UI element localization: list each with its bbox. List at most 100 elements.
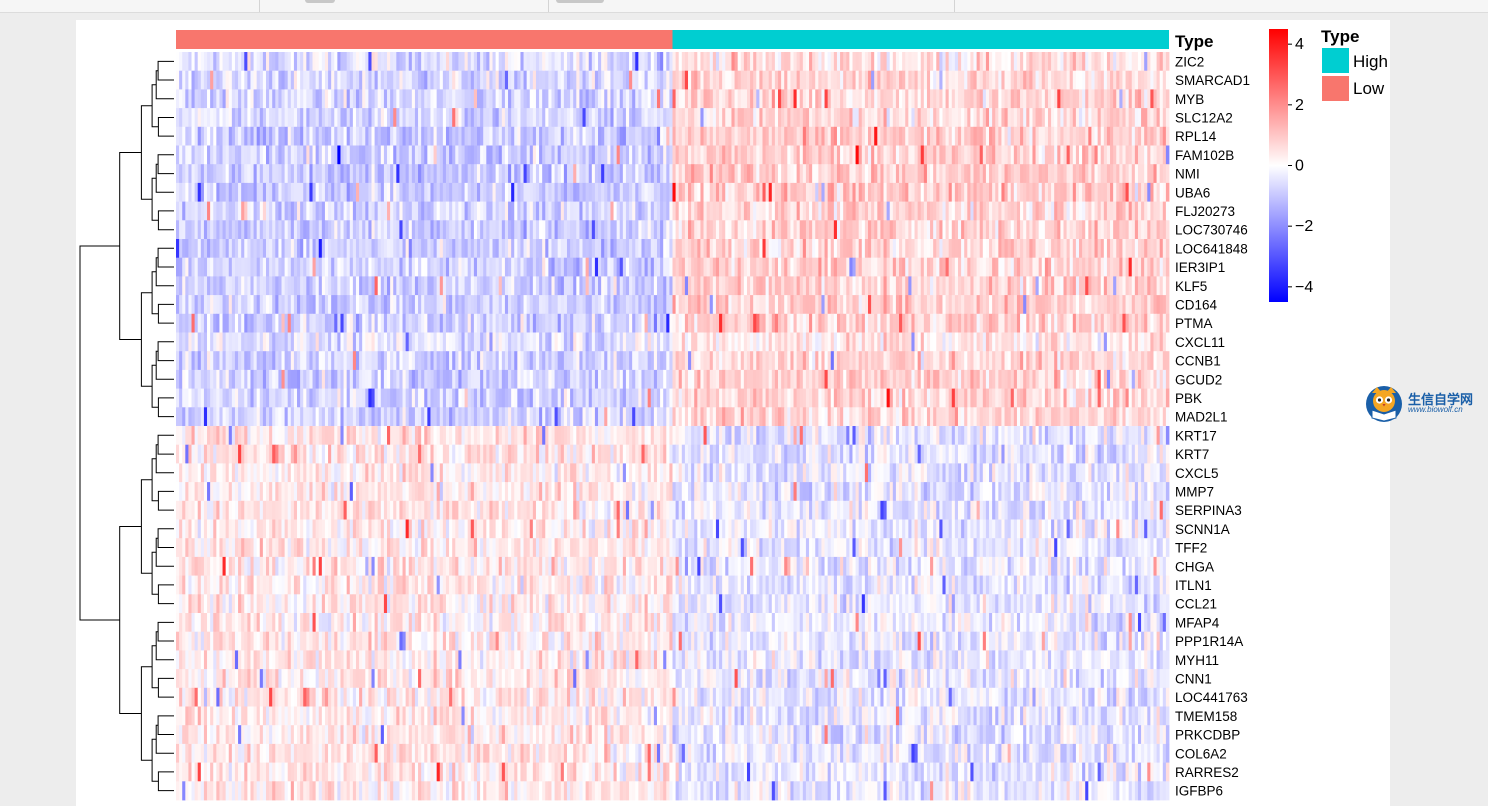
- heatmap-cell: [1038, 220, 1043, 240]
- heatmap-cell: [1094, 182, 1099, 202]
- heatmap-cell: [899, 89, 903, 109]
- heatmap-cell: [346, 313, 351, 333]
- heatmap-cell: [402, 332, 407, 352]
- heatmap-cell: [908, 164, 912, 184]
- heatmap-cell: [1125, 145, 1130, 165]
- heatmap-cell: [1091, 108, 1095, 128]
- heatmap-cell: [598, 145, 602, 165]
- heatmap-cell: [613, 220, 618, 240]
- heatmap-cell: [1041, 220, 1046, 240]
- heatmap-cell: [1075, 295, 1080, 315]
- heatmap-cell: [383, 52, 388, 72]
- heatmap-cell: [778, 89, 782, 109]
- heatmap-cell: [610, 164, 614, 184]
- heatmap-cell: [408, 332, 413, 352]
- heatmap-cell: [477, 295, 481, 315]
- heatmap-cell: [324, 164, 329, 184]
- heatmap-cell: [1013, 201, 1018, 221]
- heatmap-cell: [719, 145, 723, 165]
- heatmap-cell: [1156, 276, 1161, 296]
- heatmap-cell: [523, 239, 528, 259]
- heatmap-cell: [501, 70, 506, 90]
- heatmap-cell: [663, 220, 667, 240]
- heatmap-cell: [312, 164, 317, 184]
- heatmap-cell: [970, 276, 974, 296]
- heatmap-cell: [880, 164, 884, 184]
- heatmap-cell: [489, 332, 493, 352]
- heatmap-cell: [228, 145, 233, 165]
- heatmap-cell: [781, 220, 785, 240]
- heatmap-cell: [743, 276, 748, 296]
- heatmap-cell: [424, 257, 428, 277]
- heatmap-cell: [607, 70, 611, 90]
- heatmap-cell: [324, 108, 329, 128]
- heatmap-cell: [911, 182, 915, 202]
- toolbar-tab-left[interactable]: [305, 0, 335, 3]
- heatmap-cell: [697, 313, 701, 333]
- heatmap-cell: [638, 313, 642, 333]
- heatmap-cell: [197, 313, 202, 333]
- heatmap-cell: [641, 182, 645, 202]
- heatmap-cell: [1165, 70, 1170, 90]
- heatmap-cell: [1119, 52, 1123, 72]
- heatmap-cell: [194, 126, 199, 146]
- heatmap-cell: [1144, 70, 1148, 90]
- heatmap-cell: [346, 89, 351, 109]
- heatmap-cell: [225, 295, 230, 315]
- heatmap-cell: [470, 89, 475, 109]
- heatmap-cell: [933, 276, 937, 296]
- heatmap-cell: [675, 108, 680, 128]
- heatmap-cell: [1001, 182, 1005, 202]
- heatmap-cell: [1075, 276, 1080, 296]
- heatmap-cell: [396, 145, 400, 165]
- heatmap-cell: [526, 220, 531, 240]
- heatmap-cell: [445, 89, 450, 109]
- heatmap-cell: [1023, 70, 1027, 90]
- heatmap-cell: [1082, 257, 1086, 277]
- heatmap-cell: [256, 257, 261, 277]
- heatmap-cell: [840, 182, 844, 202]
- heatmap-cell: [247, 126, 251, 146]
- heatmap-cell: [548, 52, 552, 72]
- heatmap-cell: [784, 276, 788, 296]
- heatmap-cell: [1162, 201, 1167, 221]
- heatmap-cell: [290, 89, 295, 109]
- heatmap-cell: [877, 239, 881, 259]
- heatmap-cell: [535, 108, 540, 128]
- heatmap-cell: [743, 257, 748, 277]
- heatmap-cell: [989, 295, 993, 315]
- heatmap-cell: [647, 276, 652, 296]
- heatmap-cell: [579, 257, 583, 277]
- heatmap-cell: [843, 295, 847, 315]
- heatmap-cell: [579, 164, 583, 184]
- heatmap-cell: [216, 108, 220, 128]
- heatmap-cell: [278, 257, 282, 277]
- heatmap-cell: [312, 182, 317, 202]
- heatmap-cell: [1103, 182, 1108, 202]
- heatmap-cell: [265, 70, 270, 90]
- heatmap-cell: [948, 164, 953, 184]
- heatmap-cell: [945, 108, 950, 128]
- heatmap-cell: [514, 220, 518, 240]
- heatmap-cell: [1165, 201, 1170, 221]
- heatmap-cell: [210, 164, 214, 184]
- heatmap-cell: [874, 182, 878, 202]
- heatmap-cell: [889, 70, 894, 90]
- heatmap-cell: [477, 70, 481, 90]
- heatmap-cell: [362, 239, 366, 259]
- heatmap-cell: [433, 89, 438, 109]
- heatmap-cell: [563, 239, 568, 259]
- heatmap-cell: [957, 313, 962, 333]
- toolbar-tab-right[interactable]: [556, 0, 604, 3]
- heatmap-cell: [585, 182, 590, 202]
- heatmap-cell: [1057, 182, 1061, 202]
- heatmap-cell: [796, 145, 801, 165]
- heatmap-cell: [632, 108, 636, 128]
- heatmap-cell: [1122, 89, 1126, 109]
- heatmap-cell: [470, 126, 475, 146]
- heatmap-cell: [1029, 239, 1033, 259]
- heatmap-cell: [681, 108, 686, 128]
- heatmap-cell: [880, 126, 884, 146]
- heatmap-cell: [604, 126, 608, 146]
- heatmap-cell: [774, 239, 779, 259]
